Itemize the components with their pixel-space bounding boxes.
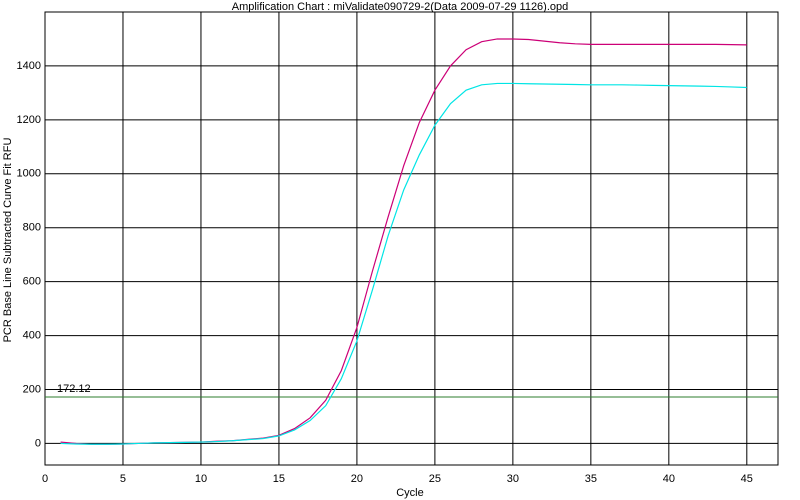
y-tick-label: 1400 xyxy=(17,60,41,72)
x-tick-label: 35 xyxy=(585,473,597,485)
y-axis-label: PCR Base Line Subtracted Curve Fit RFU xyxy=(2,138,14,343)
y-tick-label: 1200 xyxy=(17,114,41,126)
series-line xyxy=(60,82,747,445)
y-tick-label: 0 xyxy=(35,437,41,449)
y-tick-label: 600 xyxy=(23,276,41,288)
x-tick-label: 20 xyxy=(351,473,363,485)
x-tick-label: 30 xyxy=(507,473,519,485)
x-tick-label: 0 xyxy=(42,473,48,485)
x-tick-label: 40 xyxy=(663,473,675,485)
chart-title: Amplification Chart : miValidate090729-2… xyxy=(232,1,569,13)
y-tick-label: 200 xyxy=(23,383,41,395)
x-tick-label: 5 xyxy=(120,473,126,485)
x-tick-label: 10 xyxy=(195,473,207,485)
x-tick-label: 45 xyxy=(741,473,753,485)
y-tick-label: 1000 xyxy=(17,168,41,180)
x-tick-label: 15 xyxy=(273,473,285,485)
x-tick-label: 25 xyxy=(429,473,441,485)
x-axis-label: Cycle xyxy=(396,487,424,499)
y-tick-label: 800 xyxy=(23,222,41,234)
y-tick-label: 400 xyxy=(23,329,41,341)
threshold-label: 172.12 xyxy=(57,383,91,395)
